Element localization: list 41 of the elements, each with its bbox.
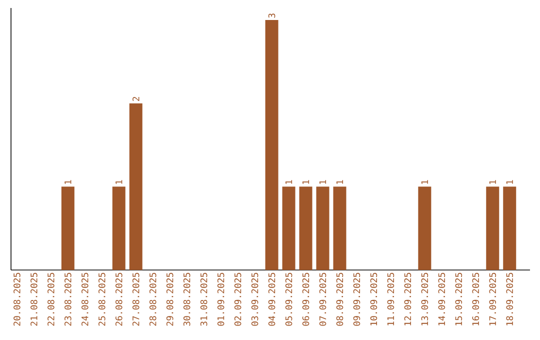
x-tick-label: 01.09.2025 — [217, 272, 224, 326]
x-tick-label: 20.08.2025 — [14, 272, 20, 326]
data-label: 1 — [302, 180, 310, 184]
data-label: 1 — [421, 180, 428, 184]
x-tick-label: 07.09.2025 — [319, 272, 326, 326]
x-tick-label: 02.09.2025 — [234, 272, 242, 326]
data-label: 2 — [132, 96, 140, 101]
x-tick-label: 26.08.2025 — [115, 272, 122, 326]
x-tick-label: 04.09.2025 — [268, 272, 276, 326]
x-tick-label: 25.08.2025 — [98, 272, 106, 326]
x-tick-label: 18.09.2025 — [506, 272, 514, 326]
x-tick-label: 16.09.2025 — [472, 272, 480, 326]
data-label: 1 — [336, 180, 344, 184]
data-label: 1 — [64, 180, 72, 184]
data-label: 1 — [506, 180, 513, 184]
x-tick-label: 09.09.2025 — [353, 272, 360, 326]
x-tick-label: 14.09.2025 — [438, 272, 446, 326]
data-label: 1 — [116, 180, 122, 184]
x-tick-label: 12.09.2025 — [404, 272, 412, 326]
x-tick-label: 23.08.2025 — [64, 272, 72, 326]
x-tick-label: 24.08.2025 — [81, 272, 88, 326]
data-label: 3 — [268, 14, 276, 18]
x-tick-label: 22.08.2025 — [48, 272, 54, 326]
x-tick-label: 06.09.2025 — [302, 272, 310, 326]
x-tick-label: 31.08.2025 — [200, 272, 208, 326]
x-tick-label: 28.08.2025 — [149, 272, 156, 326]
x-tick-label: 11.09.2025 — [387, 272, 394, 326]
x-tick-label: 05.09.2025 — [285, 272, 292, 326]
x-tick-label: 15.09.2025 — [455, 272, 462, 326]
x-tick-label: 30.08.2025 — [183, 272, 190, 326]
x-tick-label: 03.09.2025 — [251, 272, 258, 326]
x-tick-label: 21.08.2025 — [30, 272, 38, 326]
x-tick-label: 13.09.2025 — [421, 272, 428, 326]
x-tick-label: 08.09.2025 — [336, 272, 344, 326]
data-label: 1 — [319, 180, 326, 184]
x-tick-label: 27.08.2025 — [132, 272, 140, 326]
data-label: 1 — [489, 180, 496, 184]
data-label: 1 — [285, 180, 292, 184]
x-tick-label: 29.08.2025 — [166, 272, 174, 326]
x-tick-label: 10.09.2025 — [370, 272, 378, 326]
x-tick-label: 17.09.2025 — [489, 272, 496, 326]
